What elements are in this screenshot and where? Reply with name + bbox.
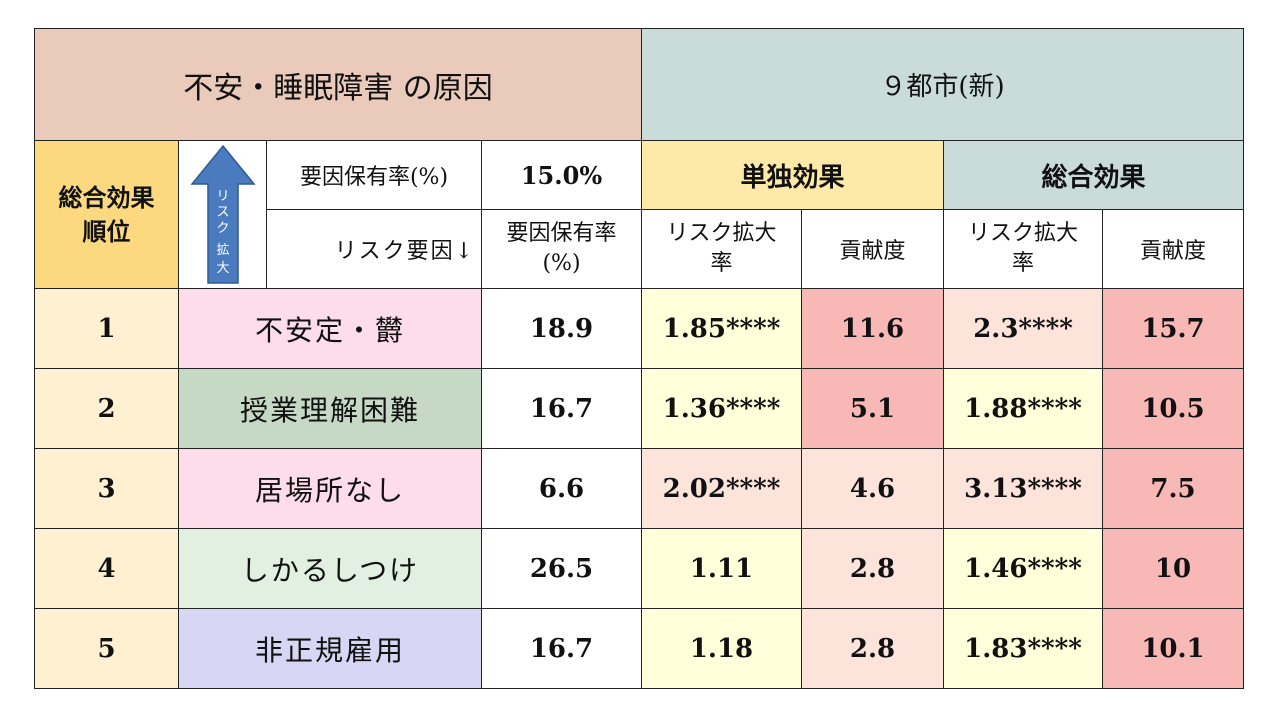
risk-factor-column-header: リスク要因↓ bbox=[266, 209, 482, 289]
total-contribution-cell: 7.5 bbox=[1102, 448, 1244, 529]
total-effect-header: 総合効果 bbox=[943, 140, 1244, 210]
risk-factor-cell: 非正規雇用 bbox=[178, 608, 482, 689]
table-title: 不安・睡眠障害 の原因 bbox=[34, 28, 642, 141]
single-contribution-cell: 4.6 bbox=[801, 448, 944, 529]
arrow-char-4: 拡 bbox=[216, 243, 229, 258]
single-risk-ratio-header: リスク拡大 率 bbox=[641, 209, 802, 289]
rank-cell: 2 bbox=[34, 368, 179, 449]
rank-cell: 4 bbox=[34, 528, 179, 609]
risk-increase-arrow-cell: リ ス ク 拡 大 bbox=[178, 140, 267, 289]
risk-factor-cell: 不安定・欝 bbox=[178, 288, 482, 369]
prevalence-cell: 6.6 bbox=[481, 448, 642, 529]
table-row: 4 しかるしつけ 26.5 1.11 2.8 1.46**** 10 bbox=[34, 528, 1244, 609]
single-risk-ratio-header-line-1: リスク拡大 bbox=[666, 221, 777, 246]
total-risk-ratio-cell: 2.3**** bbox=[943, 288, 1103, 369]
table-row: 5 非正規雇用 16.7 1.18 2.8 1.83**** 10.1 bbox=[34, 608, 1244, 689]
table-row: 3 居場所なし 6.6 2.02**** 4.6 3.13**** 7.5 bbox=[34, 448, 1244, 529]
total-risk-ratio-cell: 1.83**** bbox=[943, 608, 1103, 689]
prevalence-column-header: 要因保有率 (%) bbox=[481, 209, 642, 289]
total-contribution-cell: 15.7 bbox=[1102, 288, 1244, 369]
single-risk-ratio-cell: 1.85**** bbox=[641, 288, 802, 369]
risk-factor-table-container: 不安・睡眠障害 の原因 ９都市(新) 総合効果 順位 リ ス ク 拡 大 要因保… bbox=[34, 28, 1244, 689]
rank-cell: 3 bbox=[34, 448, 179, 529]
rank-header: 総合効果 順位 bbox=[34, 140, 179, 289]
rank-cell: 1 bbox=[34, 288, 179, 369]
total-contribution-header: 貢献度 bbox=[1102, 209, 1244, 289]
arrow-char-1: リ bbox=[216, 189, 229, 204]
single-risk-ratio-cell: 2.02**** bbox=[641, 448, 802, 529]
total-risk-ratio-cell: 1.88**** bbox=[943, 368, 1103, 449]
table-row: 2 授業理解困難 16.7 1.36**** 5.1 1.88**** 10.5 bbox=[34, 368, 1244, 449]
prevalence-cell: 16.7 bbox=[481, 608, 642, 689]
prevalence-column-header-line-2: (%) bbox=[542, 251, 581, 276]
arrow-char-5: 大 bbox=[216, 261, 229, 276]
single-contribution-cell: 2.8 bbox=[801, 528, 944, 609]
single-contribution-cell: 2.8 bbox=[801, 608, 944, 689]
prevalence-overall-value: 15.0% bbox=[481, 140, 642, 210]
single-risk-ratio-header-line-2: 率 bbox=[710, 251, 733, 276]
single-contribution-cell: 11.6 bbox=[801, 288, 944, 369]
prevalence-label: 要因保有率(%) bbox=[266, 140, 482, 210]
single-effect-header: 単独効果 bbox=[641, 140, 944, 210]
arrow-char-3: ク bbox=[216, 221, 229, 236]
risk-factor-cell: 授業理解困難 bbox=[178, 368, 482, 449]
prevalence-cell: 16.7 bbox=[481, 368, 642, 449]
total-contribution-cell: 10.1 bbox=[1102, 608, 1244, 689]
total-risk-ratio-cell: 1.46**** bbox=[943, 528, 1103, 609]
single-risk-ratio-cell: 1.36**** bbox=[641, 368, 802, 449]
risk-factor-cell: しかるしつけ bbox=[178, 528, 482, 609]
risk-factor-table: 不安・睡眠障害 の原因 ９都市(新) 総合効果 順位 リ ス ク 拡 大 要因保… bbox=[34, 28, 1244, 689]
single-risk-ratio-cell: 1.11 bbox=[641, 528, 802, 609]
single-contribution-cell: 5.1 bbox=[801, 368, 944, 449]
prevalence-column-header-line-1: 要因保有率 bbox=[506, 221, 617, 246]
total-risk-ratio-header-line-1: リスク拡大 bbox=[967, 221, 1078, 246]
total-contribution-cell: 10.5 bbox=[1102, 368, 1244, 449]
table-row: 1 不安定・欝 18.9 1.85**** 11.6 2.3**** 15.7 bbox=[34, 288, 1244, 369]
rank-cell: 5 bbox=[34, 608, 179, 689]
arrow-char-2: ス bbox=[216, 205, 229, 220]
single-risk-ratio-cell: 1.18 bbox=[641, 608, 802, 689]
rank-header-line-1: 総合効果 bbox=[58, 182, 155, 212]
single-contribution-header: 貢献度 bbox=[801, 209, 944, 289]
prevalence-cell: 26.5 bbox=[481, 528, 642, 609]
risk-factor-cell: 居場所なし bbox=[178, 448, 482, 529]
total-risk-ratio-header-line-2: 率 bbox=[1011, 251, 1034, 276]
up-arrow-icon: リ ス ク 拡 大 bbox=[189, 144, 256, 284]
prevalence-cell: 18.9 bbox=[481, 288, 642, 369]
city-set-label: ９都市(新) bbox=[641, 28, 1244, 141]
total-contribution-cell: 10 bbox=[1102, 528, 1244, 609]
total-risk-ratio-cell: 3.13**** bbox=[943, 448, 1103, 529]
rank-header-line-2: 順位 bbox=[82, 216, 131, 246]
total-risk-ratio-header: リスク拡大 率 bbox=[943, 209, 1103, 289]
